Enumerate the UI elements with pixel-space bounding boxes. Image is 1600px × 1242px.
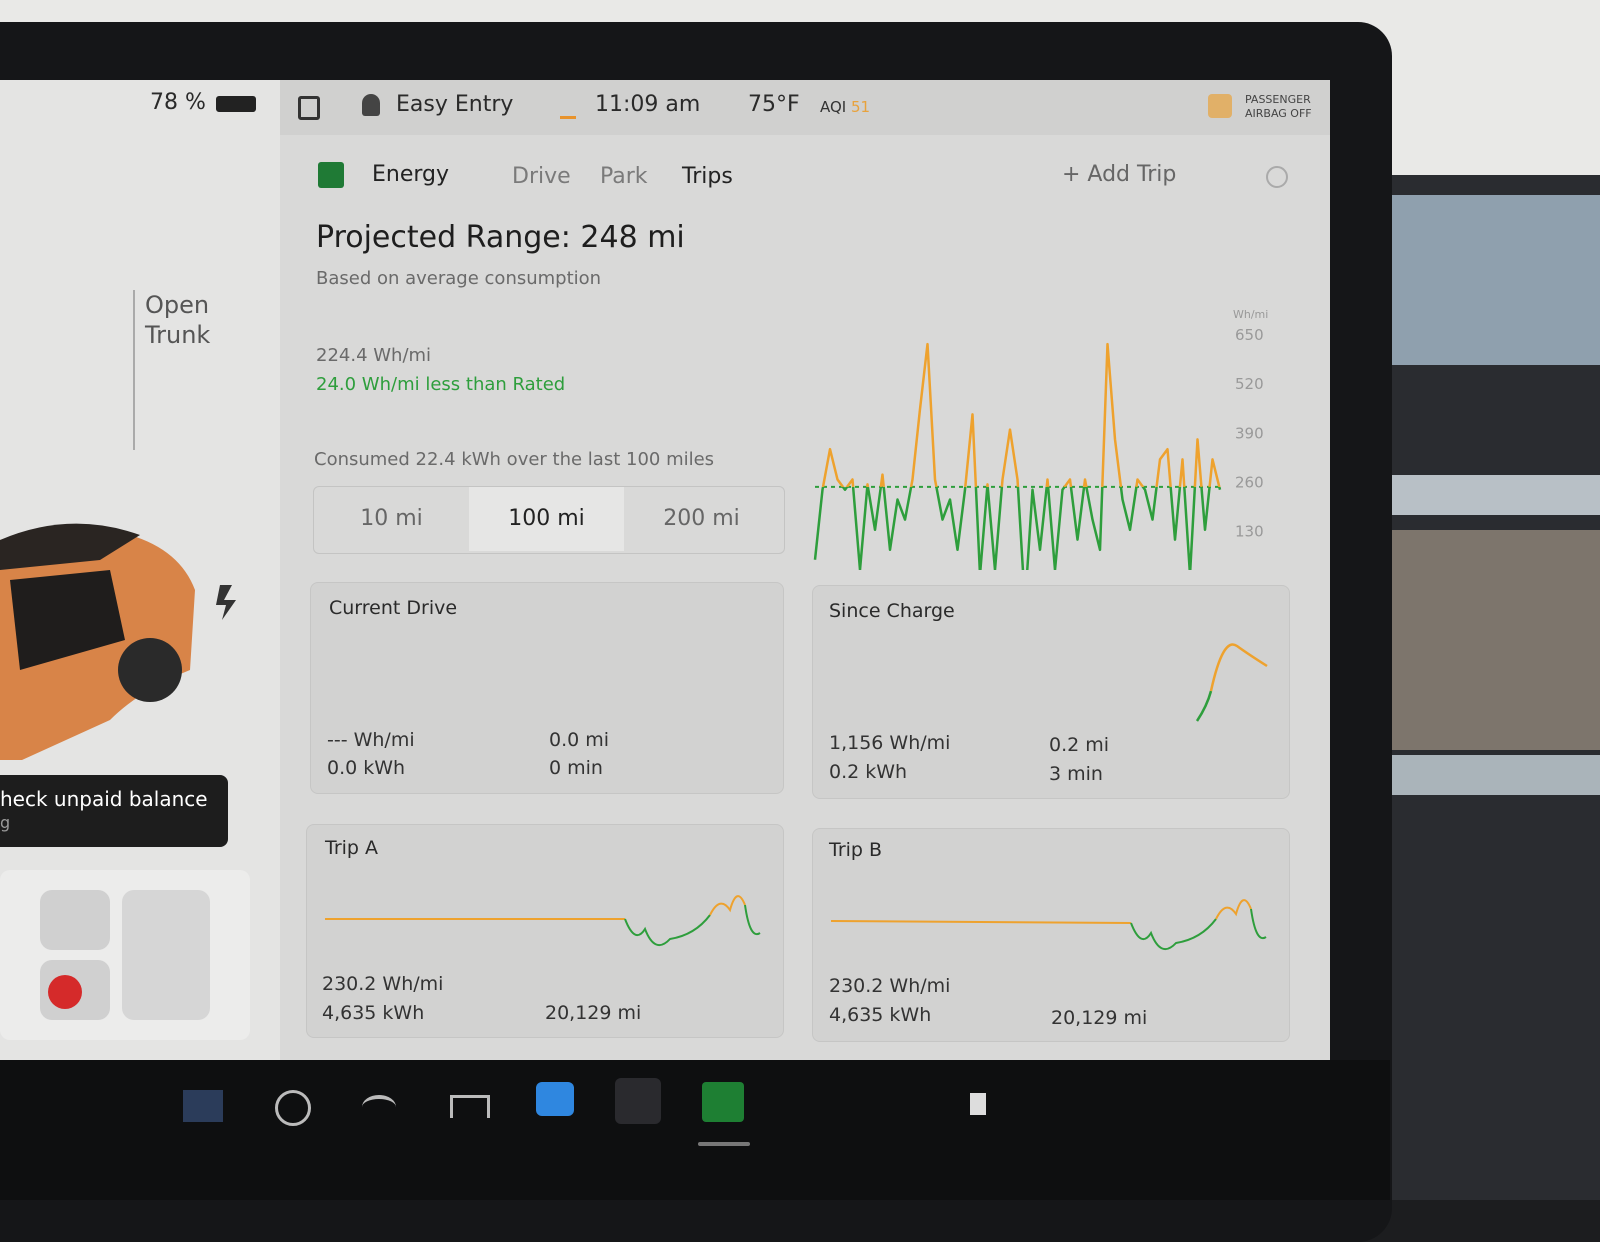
tab[interactable]: Trips <box>682 164 733 189</box>
range-button[interactable]: 200 mi <box>663 506 740 531</box>
subtitle: Based on average consumption <box>316 268 602 289</box>
distance: 20,129 mi <box>1051 1007 1148 1029</box>
card-title: Trip A <box>325 837 379 859</box>
energy-line-below <box>813 486 1222 570</box>
efficiency: 1,156 Wh/mi <box>829 732 951 754</box>
divider <box>133 290 135 450</box>
temperature: 75°F <box>748 92 800 117</box>
volume-icon[interactable] <box>970 1093 986 1115</box>
energy: 4,635 kWh <box>322 1002 425 1024</box>
distance: 0.2 mi <box>1049 734 1110 756</box>
projected-range: Projected Range: 248 mi <box>316 220 685 255</box>
active-indicator <box>698 1142 750 1146</box>
profile-name[interactable]: Easy Entry <box>396 92 514 117</box>
airbag-line: AIRBAG OFF <box>1245 107 1312 120</box>
status-bar: Easy Entry 11:09 am 75°F AQI 51 PASSENGE… <box>280 80 1330 135</box>
aqi: AQI 51 <box>820 98 870 116</box>
dock-icon[interactable] <box>536 1082 574 1116</box>
card-trip-b: Trip B 230.2 Wh/mi 4,635 kWh 20,129 mi <box>812 828 1290 1042</box>
rear-seat <box>122 890 210 1020</box>
open-trunk-line: Open <box>145 291 210 319</box>
dock-icon[interactable] <box>362 1095 396 1119</box>
y-tick-label: 390 <box>1235 424 1264 442</box>
add-trip-button[interactable]: + Add Trip <box>1062 162 1177 187</box>
notice-subtext: g <box>0 813 11 832</box>
tab[interactable]: Drive <box>512 164 571 189</box>
info-button[interactable] <box>1266 166 1288 188</box>
dock <box>0 1060 1390 1200</box>
y-tick-label: 260 <box>1235 474 1264 492</box>
screen: 78 % Open Trunk heck unpaid balance g E <box>0 80 1330 1060</box>
energy-chart: Wh/mi6505203902601300-130 <box>813 308 1268 570</box>
outside-view <box>1390 175 1600 1200</box>
profile-icon[interactable] <box>362 94 380 116</box>
open-trunk-line: Trunk <box>145 321 211 349</box>
lock-icon[interactable] <box>298 96 320 120</box>
y-axis-label: Wh/mi <box>1233 308 1268 321</box>
notice-text: heck unpaid balance <box>0 787 208 811</box>
card-trip-a: Trip A 230.2 Wh/mi 4,635 kWh 20,129 mi <box>306 824 784 1038</box>
range-button[interactable]: 100 mi <box>469 487 624 551</box>
y-tick-label: 130 <box>1235 523 1264 541</box>
card-title: Current Drive <box>329 597 458 619</box>
seat <box>40 890 110 950</box>
notice-banner[interactable]: heck unpaid balance g <box>0 775 228 847</box>
duration: 0 min <box>549 757 603 779</box>
airbag-status: PASSENGER AIRBAG OFF <box>1245 93 1312 121</box>
energy: 0.0 kWh <box>327 757 406 779</box>
sparkline <box>325 895 761 947</box>
airbag-icon <box>1208 94 1232 118</box>
seat-map <box>0 870 250 1040</box>
tab[interactable]: Park <box>600 164 648 189</box>
efficiency: 230.2 Wh/mi <box>322 973 444 995</box>
energy: 0.2 kWh <box>829 761 908 783</box>
card-current-drive: Current Drive --- Wh/mi 0.0 kWh 0.0 mi 0… <box>310 582 784 794</box>
range-button[interactable]: 10 mi <box>360 506 423 531</box>
open-trunk[interactable]: Open Trunk <box>145 290 210 350</box>
time: 11:09 am <box>595 92 701 117</box>
dock-icon[interactable] <box>183 1090 223 1122</box>
dock-icon[interactable] <box>615 1078 661 1124</box>
battery-text: 78 % <box>150 90 206 115</box>
card-title: Since Charge <box>829 600 955 622</box>
car-image <box>0 523 236 760</box>
distance: 20,129 mi <box>545 1002 642 1024</box>
efficiency: 230.2 Wh/mi <box>829 975 951 997</box>
card-title: Trip B <box>829 839 883 861</box>
aqi-label: AQI <box>820 98 847 116</box>
distance: 0.0 mi <box>549 729 610 751</box>
airbag-line: PASSENGER <box>1245 93 1311 106</box>
battery-icon <box>216 96 256 112</box>
range-selector: 10 mi 100 mi 200 mi <box>313 486 785 554</box>
window <box>1390 195 1600 365</box>
page: { "status_bar": {"battery": "78 %", "pro… <box>0 0 1600 1200</box>
energy: 4,635 kWh <box>829 1004 932 1026</box>
efficiency: --- Wh/mi <box>327 729 415 751</box>
consumed: Consumed 22.4 kWh over the last 100 mile… <box>314 449 715 470</box>
left-pane: 78 % Open Trunk heck unpaid balance g <box>0 80 280 1060</box>
sparkline <box>1195 643 1268 722</box>
y-tick-label: 520 <box>1235 375 1264 393</box>
seatbelt-warning <box>48 975 82 1009</box>
average-consumption: 224.4 Wh/mi <box>316 345 432 366</box>
dock-energy-icon[interactable] <box>702 1082 744 1122</box>
energy-line-above <box>821 342 1221 487</box>
sparkline <box>831 899 1267 951</box>
energy-icon <box>318 162 344 188</box>
tab-energy[interactable]: Energy <box>372 162 450 187</box>
trim <box>1390 475 1600 515</box>
vs-rated: 24.0 Wh/mi less than Rated <box>316 374 566 395</box>
y-tick-label: 650 <box>1235 326 1264 344</box>
wood-trim <box>1390 530 1600 750</box>
aqi-value: 51 <box>851 98 871 116</box>
trim <box>1390 755 1600 795</box>
duration: 3 min <box>1049 763 1103 785</box>
dock-icon[interactable] <box>450 1095 490 1118</box>
card-since-charge: Since Charge 1,156 Wh/mi 0.2 kWh 0.2 mi … <box>812 585 1290 799</box>
dock-icon[interactable] <box>275 1090 311 1126</box>
download-icon <box>560 94 576 119</box>
